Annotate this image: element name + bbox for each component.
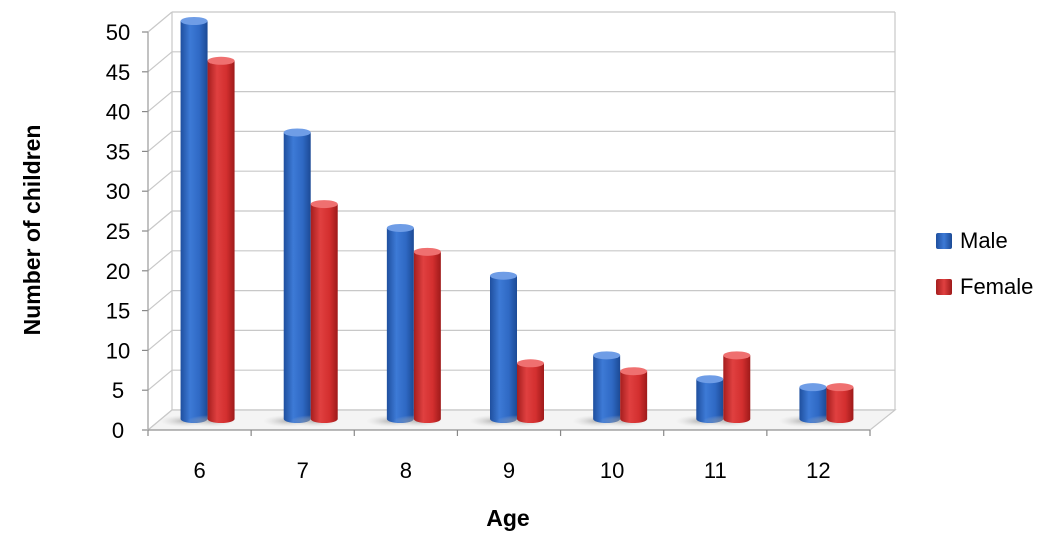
bar-male-cap	[593, 351, 621, 360]
bar-female	[413, 251, 441, 423]
gridline-side	[147, 130, 173, 152]
x-tick-label: 10	[600, 458, 624, 483]
bar-female	[826, 387, 854, 423]
y-tick-label: 30	[106, 179, 130, 204]
bar-female-cap	[826, 383, 854, 392]
y-tick-label: 10	[106, 338, 130, 363]
bar-male-cap	[386, 223, 414, 232]
x-tick-label: 8	[400, 458, 412, 483]
y-tick-label: 25	[106, 219, 130, 244]
bar-male	[490, 275, 517, 423]
x-tick-label: 9	[503, 458, 515, 483]
y-tick-label: 50	[106, 20, 130, 45]
bar-female-cap	[207, 56, 235, 65]
x-tick-label: 6	[193, 458, 205, 483]
legend-label-male: Male	[960, 228, 1008, 253]
gridline-side	[147, 250, 173, 272]
y-tick-label: 35	[106, 139, 130, 164]
bar-male	[593, 355, 621, 423]
legend-label-female: Female	[960, 274, 1034, 299]
legend-item-female: Female	[936, 274, 1033, 300]
bar-male-cap	[799, 383, 827, 392]
x-tick-label: 7	[297, 458, 309, 483]
x-tick-label: 11	[704, 458, 727, 483]
bar-male-cap	[180, 17, 208, 25]
gridline-side	[147, 51, 173, 73]
bar-male-cap	[696, 375, 724, 384]
bar-male	[180, 21, 208, 423]
y-tick-label: 40	[106, 100, 130, 125]
y-tick-label: 45	[106, 60, 130, 85]
legend-swatch-female	[936, 279, 952, 295]
bar-female	[517, 363, 544, 423]
legend-item-male: Male	[936, 228, 1033, 254]
bar-male-cap	[283, 128, 311, 137]
bar-female-cap	[413, 247, 441, 256]
bar-male-cap	[490, 271, 517, 280]
bar-female-cap	[517, 359, 544, 368]
bar-female-cap	[310, 200, 338, 209]
bar-female	[310, 204, 338, 423]
y-tick-label: 20	[106, 259, 130, 284]
legend-swatch-male	[936, 233, 952, 249]
y-tick-label: 5	[112, 378, 124, 403]
bar-female	[620, 371, 648, 423]
gridline-side	[147, 11, 173, 33]
gridline-side	[147, 329, 173, 351]
y-axis-title: Number of children	[19, 125, 45, 336]
y-tick-label: 0	[112, 418, 124, 443]
x-tick-label: 12	[806, 458, 830, 483]
gridline-side	[147, 369, 173, 391]
tick-labels: 0 5 10 15 20 25 30 35 40 45 50 6 7 8 9 10 11 12	[106, 20, 831, 483]
bar-male	[283, 132, 311, 423]
bar-female	[207, 60, 235, 424]
bar-female	[723, 355, 751, 423]
bar-male	[799, 387, 827, 423]
bar-male	[696, 379, 724, 423]
bar-male	[386, 227, 414, 423]
x-axis-title: Age	[486, 505, 529, 531]
bars	[159, 17, 855, 427]
y-tick-label: 15	[106, 299, 130, 324]
legend: Male Female	[936, 228, 1033, 320]
gridline-side	[147, 91, 173, 113]
gridline-side	[147, 290, 173, 312]
gridline-side	[147, 210, 173, 232]
bar-female-cap	[620, 367, 648, 376]
bar-female-cap	[723, 351, 751, 360]
gridline-side	[147, 170, 173, 192]
